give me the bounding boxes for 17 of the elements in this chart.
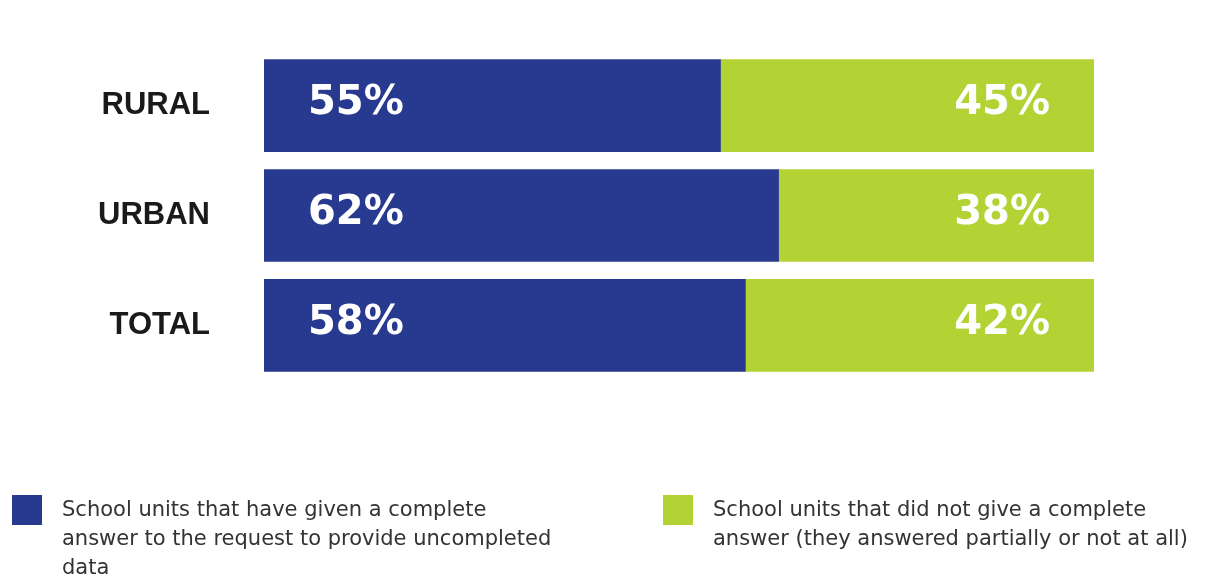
bar [264,279,746,372]
data-label: 62% [308,186,404,233]
y-tick-label: TOTAL [109,305,210,341]
legend-label: School units that have given a complete answer to the request to provide uncompleted data [62,496,553,581]
data-label: 45% [954,76,1050,123]
data-label: 58% [308,296,404,343]
bar [720,59,1094,152]
bar [264,169,779,262]
bar [264,59,721,152]
bar [745,279,1094,372]
data-label: 42% [954,296,1050,343]
data-label: 38% [954,186,1050,233]
legend-label: School units that did not give a complete answer (they answered partially or not at all) [713,496,1189,552]
y-tick-label: RURAL [101,86,210,122]
bar [778,169,1094,262]
data-label: 55% [308,76,404,123]
y-tick-label: URBAN [98,196,210,232]
